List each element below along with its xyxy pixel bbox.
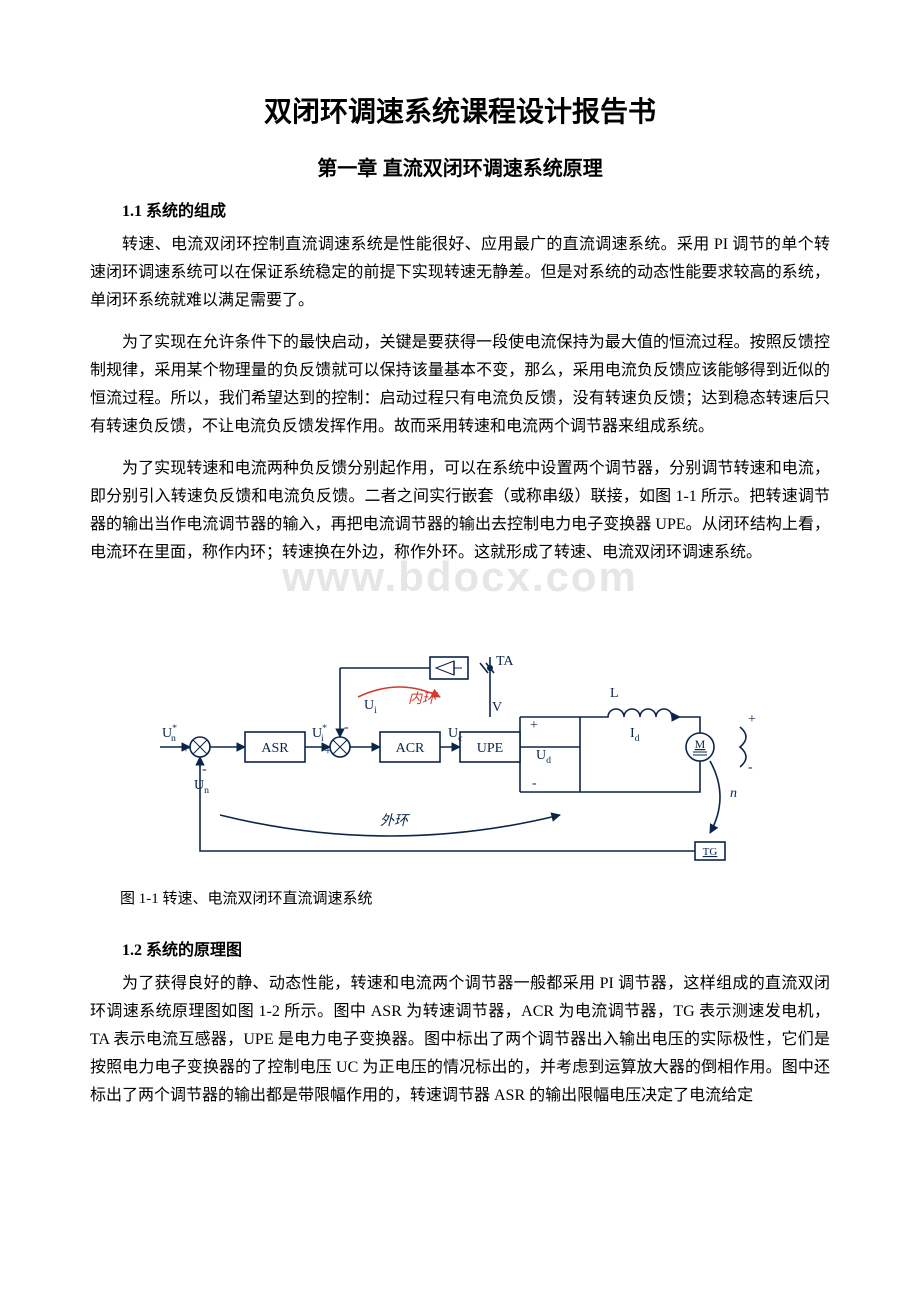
svg-text:+: + [530,718,538,733]
svg-text:n: n [730,786,737,801]
svg-text:U*n: U*n [162,723,177,744]
page: 双闭环调速系统课程设计报告书 第一章 直流双闭环调速系统原理 1.1 系统的组成… [0,0,920,1184]
paragraph-2: 为了实现在允许条件下的最快启动，关键是要获得一段使电流保持为最大值的恒流过程。按… [90,329,830,441]
paragraph-1: 转速、电流双闭环控制直流调速系统是性能很好、应用最广的直流调速系统。采用 PI … [90,231,830,315]
svg-text:Id: Id [630,726,640,744]
svg-text:M: M [695,737,706,751]
svg-text:ASR: ASR [261,741,289,756]
svg-text:Uc: Uc [448,726,463,744]
svg-text:+: + [182,742,190,757]
figure-1: ASRACRUPEMTGU*n+-UnU*i-+UiUc内环外环Ud+-TAVL… [90,597,830,877]
svg-text:Ui: Ui [364,698,377,716]
svg-text:+: + [748,712,756,727]
paragraph-3: 为了实现转速和电流两种负反馈分别起作用，可以在系统中设置两个调节器，分别调节转速… [90,455,830,567]
svg-text:U*i: U*i [312,723,327,744]
svg-text:外环: 外环 [380,813,410,829]
svg-text:TA: TA [496,654,514,669]
svg-text:-: - [748,760,753,775]
figure-1-caption: 图 1-1 转速、电流双闭环直流调速系统 [90,887,830,908]
svg-text:+: + [324,744,332,759]
watermark: www.bdocx.com [90,553,830,601]
svg-text:-: - [532,776,537,791]
svg-text:V: V [492,700,502,715]
section-2-title: 1.2 系统的原理图 [90,936,830,960]
svg-text:Ud: Ud [536,748,551,766]
chapter-title: 第一章 直流双闭环调速系统原理 [90,152,830,181]
svg-text:内环: 内环 [408,691,438,707]
diagram-svg: ASRACRUPEMTGU*n+-UnU*i-+UiUc内环外环Ud+-TAVL… [140,597,780,877]
section-1-title: 1.1 系统的组成 [90,197,830,221]
document-title: 双闭环调速系统课程设计报告书 [90,90,830,130]
svg-text:TG: TG [703,846,718,858]
svg-text:Un: Un [194,778,209,796]
svg-text:UPE: UPE [477,741,503,756]
svg-text:L: L [610,686,619,701]
paragraph-4: 为了获得良好的静、动态性能，转速和电流两个调节器一般都采用 PI 调节器，这样组… [90,970,830,1110]
svg-text:ACR: ACR [396,741,425,756]
svg-text:-: - [344,720,349,735]
svg-text:-: - [202,762,207,777]
